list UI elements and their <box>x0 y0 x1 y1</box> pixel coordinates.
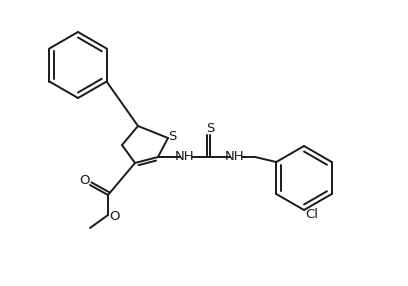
Text: NH: NH <box>225 150 245 162</box>
Text: O: O <box>109 210 119 223</box>
Text: NH: NH <box>175 150 195 162</box>
Text: S: S <box>168 130 176 144</box>
Text: O: O <box>79 174 89 188</box>
Text: Cl: Cl <box>306 208 319 221</box>
Text: S: S <box>206 122 214 134</box>
